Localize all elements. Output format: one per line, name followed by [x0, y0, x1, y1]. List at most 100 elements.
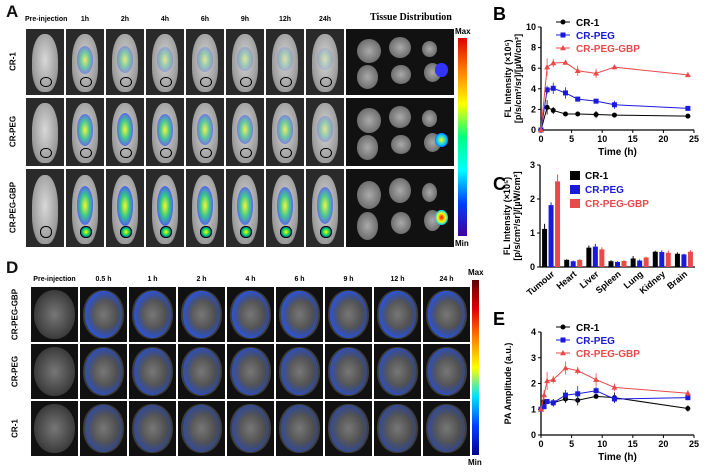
data-point	[562, 59, 569, 65]
organ	[421, 110, 437, 127]
fluorescence-signal	[276, 115, 294, 144]
tumour-circle	[40, 226, 52, 238]
colorbar-a-max: Max	[455, 27, 471, 36]
fluorescence-signal	[156, 46, 174, 72]
organ	[356, 180, 381, 209]
x-tick-label: 0	[538, 439, 543, 449]
organ	[356, 211, 379, 240]
x-tick-label: 0	[538, 134, 543, 144]
x-tick-label: 20	[658, 439, 668, 449]
timepoint-label: 0.5 h	[95, 276, 112, 283]
bar	[586, 247, 592, 267]
timepoint-label: 6 h	[294, 276, 305, 283]
chart-b: B 0 2 4 6 8 10 FL Intensity (×10⁵) [p/s/cm²/sr]/…	[493, 4, 699, 158]
fluorescence-signal	[236, 186, 254, 225]
legend-label: CR-PEG	[576, 31, 615, 42]
timepoint-label: 24 h	[439, 276, 454, 283]
pa-image	[30, 343, 79, 400]
bar	[599, 249, 605, 267]
panel-label: B	[493, 4, 506, 24]
pa-image	[324, 286, 373, 343]
y-tick-label: 1	[530, 228, 535, 238]
organ	[356, 135, 379, 160]
data-point	[562, 392, 568, 398]
data-point	[562, 90, 568, 96]
pa-image	[177, 400, 226, 457]
y-axis-label-2: [p/s/cm²/sr]/[µW/cm²]	[512, 171, 522, 260]
pa-image	[373, 343, 422, 400]
y-axis-label: FL Intensity (×10⁵)	[503, 39, 513, 117]
bar	[643, 257, 649, 267]
timepoint-label: 2 h	[196, 276, 207, 283]
pa-image	[422, 400, 471, 457]
data-point	[685, 405, 691, 411]
pa-signal	[378, 348, 417, 395]
row-label: CR-PEG	[8, 115, 18, 148]
data-point	[550, 85, 556, 91]
organ	[421, 40, 437, 57]
tissue-image	[345, 28, 455, 96]
tumour-circle	[280, 77, 292, 88]
mouse-fl-image	[65, 97, 105, 167]
tumour-circle	[320, 147, 332, 158]
mouse-fl-image	[25, 97, 65, 167]
panel-label-a: A	[6, 2, 19, 21]
pa-signal	[84, 405, 123, 452]
fluorescence-signal	[156, 113, 174, 146]
legend-swatch	[570, 199, 580, 208]
data-point	[684, 390, 691, 396]
legend-swatch	[570, 171, 580, 180]
legend-swatch	[570, 185, 580, 194]
mouse-fl-image	[265, 28, 305, 96]
tumour-circle	[320, 226, 332, 238]
y-tick-label: 0	[530, 262, 535, 272]
data-point	[560, 32, 566, 38]
tumour-circle	[80, 226, 92, 238]
y-tick-label: 4	[531, 327, 536, 337]
mouse-fl-image	[145, 168, 185, 248]
organ	[391, 211, 411, 234]
bar	[608, 261, 614, 267]
data-point	[611, 396, 617, 402]
bar	[681, 254, 687, 267]
x-axis-label: Time (h)	[598, 147, 637, 158]
tumour-circle	[160, 77, 172, 88]
bar	[570, 261, 576, 267]
data-point	[611, 112, 617, 118]
mouse-fl-image	[65, 168, 105, 248]
tumour-circle	[120, 147, 132, 158]
data-point	[544, 87, 550, 93]
organ	[356, 38, 381, 63]
pa-image	[275, 343, 324, 400]
data-point	[574, 67, 581, 73]
panel-label-d: D	[6, 258, 19, 277]
tumour-circle	[240, 147, 252, 158]
fluorescence-signal	[116, 185, 134, 226]
pa-signal	[182, 348, 221, 395]
pa-image	[128, 400, 177, 457]
tissue-image	[345, 97, 455, 167]
pa-image	[275, 286, 324, 343]
pa-signal	[329, 291, 368, 338]
y-tick-label: 6	[531, 63, 536, 73]
fluorescence-signal	[316, 186, 334, 224]
timepoint-label: 9 h	[343, 276, 354, 283]
tumour-circle	[160, 226, 172, 238]
pa-signal	[133, 405, 172, 452]
mouse-fl-image	[145, 97, 185, 167]
tumour-circle	[280, 147, 292, 158]
y-tick-label: 3	[531, 353, 536, 363]
legend-label: CR-1	[576, 18, 600, 29]
pa-image	[275, 400, 324, 457]
data-point	[593, 376, 600, 382]
y-tick-label: 1	[531, 404, 536, 414]
timepoint-label: 4 h	[245, 276, 256, 283]
data-point	[550, 107, 556, 113]
pa-tissue	[33, 347, 76, 396]
organ	[389, 36, 411, 59]
data-point	[593, 98, 599, 104]
organ	[391, 135, 411, 155]
tumour-circle	[240, 77, 252, 88]
mouse-fl-image	[105, 97, 145, 167]
tumour-circle	[320, 77, 332, 88]
